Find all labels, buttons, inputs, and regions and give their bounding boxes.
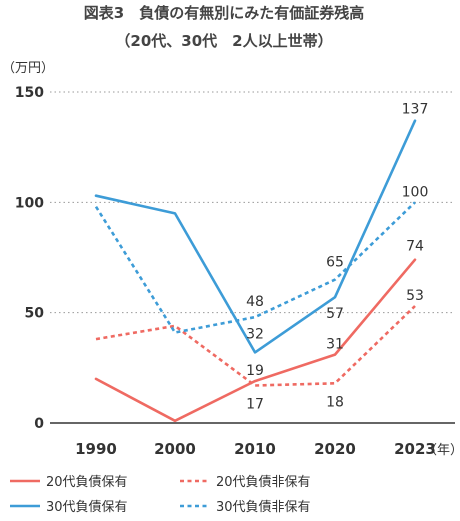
series-line bbox=[94, 119, 417, 354]
x-axis-unit: （年） bbox=[424, 443, 460, 458]
data-label: 19 bbox=[246, 363, 264, 379]
y-tick-label: 0 bbox=[34, 416, 44, 432]
legend-label: 30代負債非保有 bbox=[216, 500, 311, 515]
data-label: 137 bbox=[402, 102, 429, 118]
x-tick-label: 2023 bbox=[394, 440, 436, 458]
legend-label: 20代負債保有 bbox=[46, 475, 128, 490]
series-line bbox=[95, 305, 416, 387]
y-axis-ticks: 0 50 100 150 bbox=[15, 85, 44, 432]
x-tick-label: 2020 bbox=[314, 440, 356, 458]
series-lines bbox=[94, 119, 417, 423]
legend-label: 20代負債非保有 bbox=[216, 475, 311, 490]
x-tick-label: 1990 bbox=[75, 440, 117, 458]
data-label: 65 bbox=[326, 255, 344, 271]
data-label: 32 bbox=[246, 326, 264, 342]
chart-subtitle: （20代、30代 2人以上世帯） bbox=[115, 32, 332, 50]
data-label: 53 bbox=[406, 288, 424, 304]
grid-lines bbox=[50, 91, 455, 424]
legend: 20代負債保有 20代負債非保有 30代負債保有 30代負債非保有 bbox=[10, 475, 311, 515]
series-line bbox=[94, 258, 417, 423]
y-tick-label: 100 bbox=[15, 195, 44, 211]
series-line bbox=[94, 201, 416, 334]
data-label: 48 bbox=[246, 294, 264, 310]
legend-label: 30代負債保有 bbox=[46, 500, 128, 515]
data-label: 17 bbox=[246, 396, 264, 412]
x-tick-label: 2000 bbox=[154, 440, 196, 458]
chart-title: 図表3 負債の有無別にみた有価証券残高 bbox=[84, 4, 364, 22]
data-label: 74 bbox=[406, 239, 424, 255]
x-axis-ticks: 1990 2000 2010 2020 2023 bbox=[75, 440, 436, 458]
data-label: 18 bbox=[326, 394, 344, 410]
data-label: 31 bbox=[326, 337, 344, 353]
y-axis-unit: （万円） bbox=[2, 61, 54, 76]
data-label: 57 bbox=[326, 306, 344, 322]
y-tick-label: 50 bbox=[25, 306, 45, 322]
x-tick-label: 2010 bbox=[234, 440, 276, 458]
data-label: 100 bbox=[402, 184, 429, 200]
data-labels: 19 31 74 17 18 53 32 57 137 48 65 100 bbox=[246, 102, 428, 413]
y-tick-label: 150 bbox=[15, 85, 44, 101]
